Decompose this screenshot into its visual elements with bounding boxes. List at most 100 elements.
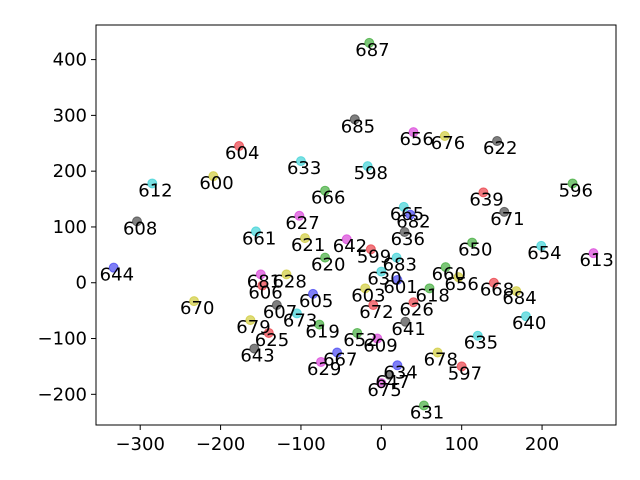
point-label: 679 <box>236 317 270 338</box>
data-point <box>488 277 499 288</box>
data-point <box>295 156 306 167</box>
y-tick-label: −200 <box>38 384 87 405</box>
y-tick-label: −100 <box>38 329 87 350</box>
data-point <box>456 361 467 372</box>
x-tick-label: 200 <box>525 434 559 455</box>
data-point <box>439 131 450 142</box>
data-point <box>308 288 319 299</box>
point-label: 601 <box>383 277 417 298</box>
point-label: 620 <box>311 255 345 276</box>
point-label: 684 <box>502 288 536 309</box>
y-tick-label: 300 <box>53 105 87 126</box>
data-point <box>365 244 376 255</box>
point-label: 650 <box>458 240 492 261</box>
data-point <box>271 300 282 311</box>
point-label: 666 <box>311 188 345 209</box>
point-label: 682 <box>396 212 430 233</box>
point-label: 643 <box>240 346 274 367</box>
x-tick-label: 0 <box>376 434 387 455</box>
data-point <box>499 206 510 217</box>
point-label: 672 <box>359 302 393 323</box>
data-point <box>472 330 483 341</box>
data-point <box>492 136 503 147</box>
data-point <box>453 272 464 283</box>
point-label: 668 <box>480 280 514 301</box>
point-label: 619 <box>305 322 339 343</box>
data-point <box>189 296 200 307</box>
data-point <box>392 274 403 285</box>
data-point <box>341 234 352 245</box>
data-point <box>399 226 410 237</box>
x-tick-label: −100 <box>276 434 325 455</box>
data-point <box>147 178 158 189</box>
point-label: 609 <box>363 336 397 357</box>
point-label: 661 <box>242 228 276 249</box>
data-point <box>360 283 371 294</box>
data-point <box>368 300 379 311</box>
point-label: 630 <box>367 269 401 290</box>
data-point <box>408 297 419 308</box>
data-point <box>108 262 119 273</box>
data-point <box>314 319 325 330</box>
data-point <box>208 171 219 182</box>
data-point <box>320 185 331 196</box>
point-label: 600 <box>199 173 233 194</box>
data-point <box>376 266 387 277</box>
data-point <box>131 216 142 227</box>
point-label: 598 <box>354 163 388 184</box>
point-label: 678 <box>424 349 458 370</box>
data-point <box>349 114 360 125</box>
y-tick-label: 0 <box>76 273 87 294</box>
data-point <box>520 311 531 322</box>
data-point <box>424 283 435 294</box>
point-label: 603 <box>351 285 385 306</box>
point-label: 629 <box>307 359 341 380</box>
data-point <box>408 127 419 138</box>
plot-background <box>96 25 616 425</box>
point-label: 597 <box>448 363 482 384</box>
point-label: 675 <box>367 380 401 401</box>
plot-frame <box>95 24 617 426</box>
point-label: 665 <box>390 204 424 225</box>
data-point <box>372 333 383 344</box>
point-label: 604 <box>225 143 259 164</box>
point-label: 634 <box>383 362 417 383</box>
data-point <box>376 378 387 389</box>
point-label: 642 <box>333 236 367 257</box>
point-label: 670 <box>180 298 214 319</box>
point-label: 671 <box>490 209 524 230</box>
point-label: 647 <box>375 372 409 393</box>
data-point <box>245 315 256 326</box>
data-point <box>257 280 268 291</box>
data-point <box>400 316 411 327</box>
point-label: 681 <box>247 271 281 292</box>
point-label: 654 <box>527 243 561 264</box>
point-label: 652 <box>343 330 377 351</box>
points-layer <box>108 37 599 411</box>
data-point <box>362 161 373 172</box>
point-label: 673 <box>283 310 317 331</box>
point-label: 676 <box>431 133 465 154</box>
data-point <box>320 252 331 263</box>
point-label: 633 <box>287 158 321 179</box>
point-label: 596 <box>559 180 593 201</box>
x-tick-label: −300 <box>115 434 164 455</box>
data-point <box>299 233 310 244</box>
point-label: 608 <box>123 218 157 239</box>
y-tick-label: 100 <box>53 217 87 238</box>
data-point <box>263 327 274 338</box>
point-label: 641 <box>391 319 425 340</box>
data-point <box>364 37 375 48</box>
data-point <box>588 248 599 259</box>
data-point <box>536 240 547 251</box>
y-tick-label: 400 <box>53 50 87 71</box>
point-label: 621 <box>291 235 325 256</box>
data-point <box>294 210 305 221</box>
data-point <box>281 269 292 280</box>
point-label: 627 <box>285 213 319 234</box>
data-point <box>249 343 260 354</box>
data-point <box>567 178 578 189</box>
point-label: 639 <box>469 189 503 210</box>
